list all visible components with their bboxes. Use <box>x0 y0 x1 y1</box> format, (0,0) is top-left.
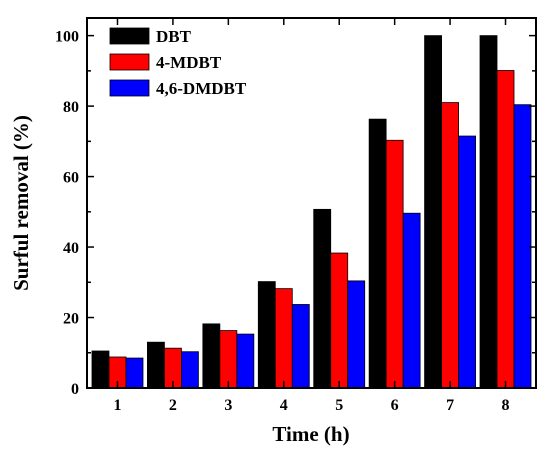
x-tick-label: 1 <box>113 397 121 414</box>
x-tick-label: 3 <box>224 397 232 414</box>
bar-4-MDBT-7 <box>441 102 459 389</box>
x-axis-title: Time (h) <box>272 422 349 446</box>
x-tick-label: 4 <box>280 397 288 414</box>
bar-4,6-DMDBT-3 <box>236 333 255 389</box>
bar-DBT-2 <box>147 341 165 389</box>
bar-4,6-DMDBT-6 <box>402 212 421 389</box>
bar-DBT-3 <box>202 323 221 389</box>
bar-4-MDBT-4 <box>274 288 293 389</box>
x-tick-label: 7 <box>446 397 454 414</box>
bar-DBT-7 <box>424 35 442 389</box>
y-tick-label: 100 <box>55 29 79 46</box>
bar-DBT-5 <box>313 208 332 389</box>
x-tick-label: 6 <box>391 397 399 414</box>
y-tick-label: 40 <box>63 240 79 257</box>
x-tick-label: 8 <box>502 397 510 414</box>
x-tick-label: 2 <box>169 397 177 414</box>
bar-DBT-6 <box>368 118 387 389</box>
legend: DBT 4-MDBT 4,6-DMDBT <box>109 27 247 98</box>
y-tick-label: 0 <box>71 381 79 398</box>
bar-4,6-DMDBT-8 <box>513 104 532 389</box>
bar-DBT-4 <box>257 281 276 389</box>
legend-label-4,6-DMDBT: 4,6-DMDBT <box>156 79 247 98</box>
legend-label-4-MDBT: 4-MDBT <box>156 53 222 72</box>
bar-4,6-DMDBT-5 <box>347 280 366 389</box>
legend-swatch-DBT <box>109 27 150 45</box>
x-axis: 1 2 3 4 5 6 7 8 <box>113 18 510 414</box>
bar-DBT-8 <box>479 35 498 389</box>
bar-4,6-DMDBT-1 <box>125 357 144 389</box>
bar-4,6-DMDBT-4 <box>291 304 310 389</box>
y-tick-label: 60 <box>63 170 79 187</box>
y-tick-label: 20 <box>63 311 79 328</box>
bar-4-MDBT-3 <box>219 330 238 389</box>
bar-4,6-DMDBT-2 <box>181 351 199 389</box>
y-axis-title: Surful removal (%) <box>9 115 33 291</box>
bar-4-MDBT-6 <box>385 139 404 389</box>
x-tick-label: 5 <box>335 397 343 414</box>
y-axis: 0 20 40 60 80 100 <box>55 29 536 398</box>
bar-4,6-DMDBT-7 <box>458 135 476 389</box>
bars-layer <box>91 35 532 389</box>
bar-DBT-1 <box>91 350 110 389</box>
legend-swatch-4-MDBT <box>109 53 150 71</box>
bar-4-MDBT-8 <box>496 70 515 389</box>
legend-label-DBT: DBT <box>156 27 192 46</box>
y-tick-label: 80 <box>63 99 79 116</box>
bar-4-MDBT-5 <box>330 252 349 389</box>
legend-swatch-4,6-DMDBT <box>109 79 150 97</box>
plot-frame <box>86 17 537 389</box>
